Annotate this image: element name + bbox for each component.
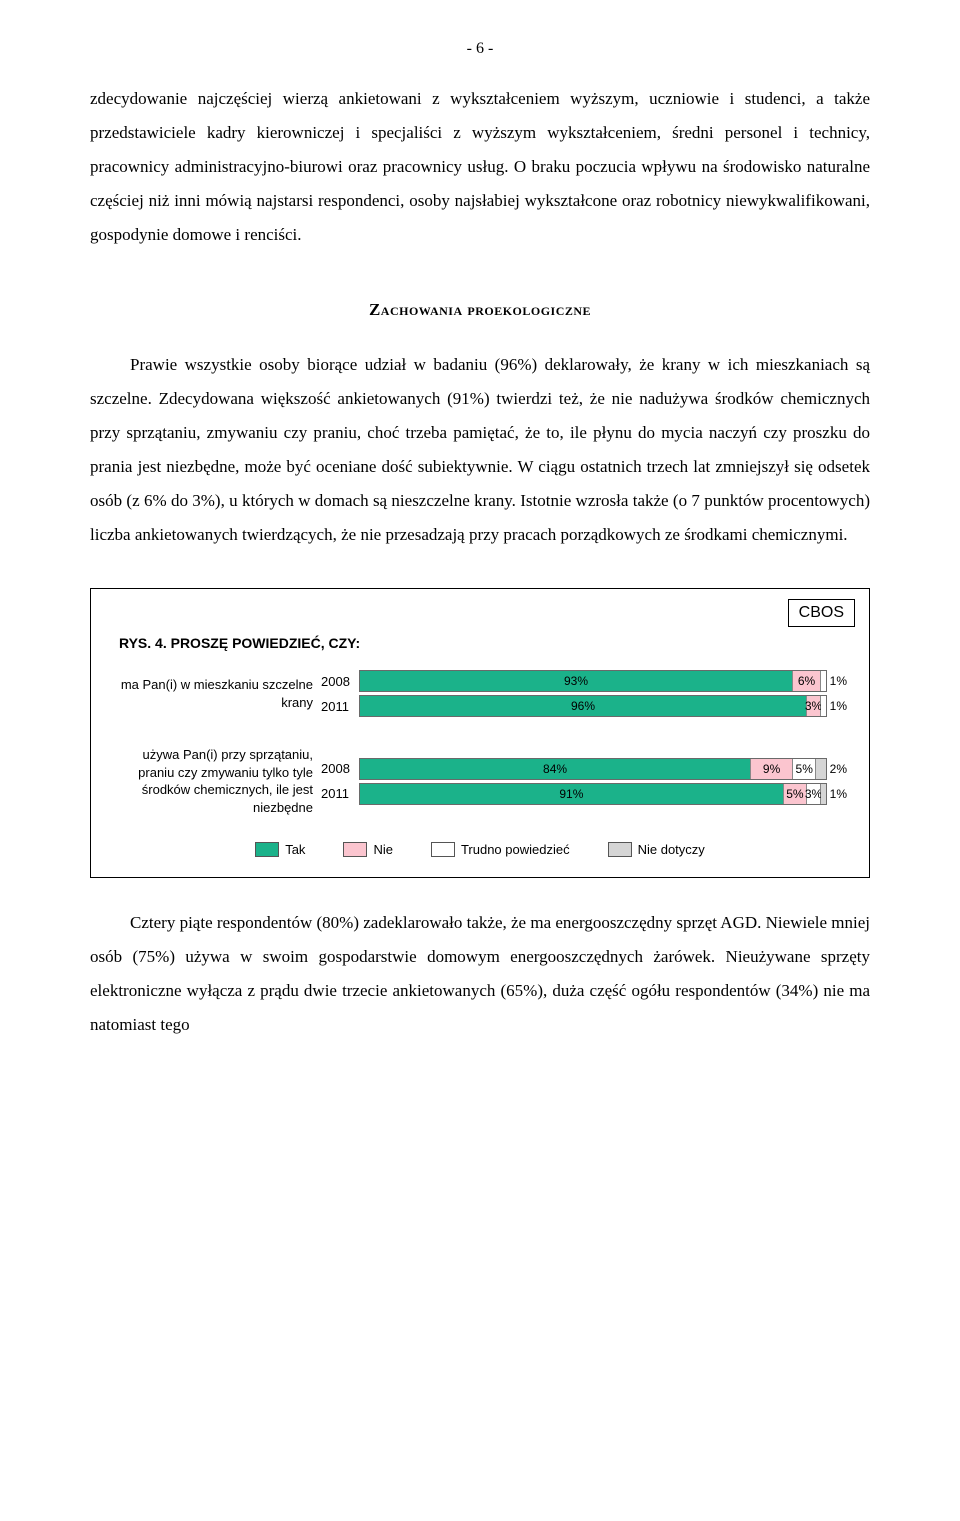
chart-row-label: używa Pan(i) przy sprzątaniu, praniu czy… xyxy=(113,746,321,816)
chart-row-label: ma Pan(i) w mieszkaniu szczelne krany xyxy=(113,676,321,711)
bars-column: 200884%9%5%2%201191%5%3%1% xyxy=(321,755,847,808)
chart-title: RYS. 4. PROSZĘ POWIEDZIEĆ, CZY: xyxy=(119,635,847,651)
legend-label: Trudno powiedzieć xyxy=(461,842,570,857)
bar-year-label: 2011 xyxy=(321,699,359,714)
bars-column: 200893%6%1%201196%3%1% xyxy=(321,667,847,720)
legend-swatch xyxy=(608,842,632,857)
bar-year-label: 2008 xyxy=(321,761,359,776)
legend-swatch xyxy=(255,842,279,857)
legend-label: Nie dotyczy xyxy=(638,842,705,857)
bar-segment xyxy=(816,759,825,779)
bar-group: 200884%9%5%2% xyxy=(321,758,847,780)
bar-segment-outside-label: 1% xyxy=(830,787,847,801)
bar-segment: 93% xyxy=(360,671,793,691)
bar-track: 91%5%3% xyxy=(359,783,827,805)
bar-track: 93%6% xyxy=(359,670,827,692)
chart-rows-container: ma Pan(i) w mieszkaniu szczelne krany200… xyxy=(113,667,847,816)
chart-row: używa Pan(i) przy sprzątaniu, praniu czy… xyxy=(113,746,847,816)
bar-segment-outside-label: 1% xyxy=(830,699,847,713)
bar-segment: 96% xyxy=(360,696,807,716)
page-container: - 6 - zdecydowanie najczęściej wierzą an… xyxy=(0,0,960,1122)
bar-segment: 6% xyxy=(793,671,821,691)
section-heading: Zachowania proekologiczne xyxy=(90,300,870,320)
bar-year-label: 2011 xyxy=(321,786,359,801)
bar-segment xyxy=(821,784,826,804)
chart-box: CBOS RYS. 4. PROSZĘ POWIEDZIEĆ, CZY: ma … xyxy=(90,588,870,878)
bar-segment: 3% xyxy=(807,696,821,716)
bar-segment-outside-label: 1% xyxy=(830,674,847,688)
bar-year-label: 2008 xyxy=(321,674,359,689)
bar-segment: 5% xyxy=(793,759,816,779)
legend-swatch xyxy=(431,842,455,857)
bar-segment: 84% xyxy=(360,759,751,779)
bar-group: 200893%6%1% xyxy=(321,670,847,692)
legend-label: Nie xyxy=(373,842,393,857)
page-number: - 6 - xyxy=(90,40,870,58)
paragraph-3: Cztery piąte respondentów (80%) zadeklar… xyxy=(90,906,870,1042)
bar-segment: 3% xyxy=(807,784,821,804)
legend-swatch xyxy=(343,842,367,857)
bar-segment-outside-label: 2% xyxy=(830,762,847,776)
bar-group: 201191%5%3%1% xyxy=(321,783,847,805)
cbos-badge: CBOS xyxy=(788,599,855,627)
bar-track: 96%3% xyxy=(359,695,827,717)
bar-group: 201196%3%1% xyxy=(321,695,847,717)
bar-segment: 91% xyxy=(360,784,784,804)
chart-legend: Tak Nie Trudno powiedzieć Nie dotyczy xyxy=(113,842,847,857)
bar-segment: 9% xyxy=(751,759,793,779)
chart-row: ma Pan(i) w mieszkaniu szczelne krany200… xyxy=(113,667,847,720)
legend-item: Nie dotyczy xyxy=(608,842,705,857)
paragraph-1: zdecydowanie najczęściej wierzą ankietow… xyxy=(90,82,870,252)
bar-track: 84%9%5% xyxy=(359,758,827,780)
bar-segment xyxy=(821,671,826,691)
legend-item: Tak xyxy=(255,842,305,857)
bar-segment: 5% xyxy=(784,784,807,804)
legend-item: Nie xyxy=(343,842,393,857)
bar-segment xyxy=(821,696,826,716)
paragraph-2: Prawie wszystkie osoby biorące udział w … xyxy=(90,348,870,552)
legend-label: Tak xyxy=(285,842,305,857)
legend-item: Trudno powiedzieć xyxy=(431,842,570,857)
